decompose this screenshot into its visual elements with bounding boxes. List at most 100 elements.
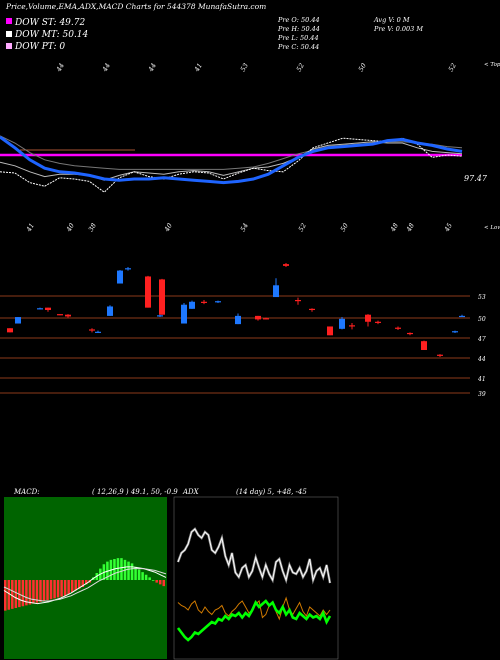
macd-line: [3, 566, 167, 605]
candle-body: [89, 329, 95, 331]
bottom-tick-label: 52: [297, 222, 308, 233]
bottom-tick-label: 38: [87, 222, 98, 233]
candle-body: [145, 276, 151, 308]
candle-body: [407, 332, 413, 335]
candle-body: [459, 315, 465, 318]
macd-histogram-bar: [130, 563, 134, 580]
candle-body: [235, 315, 241, 325]
candle-body: [273, 285, 279, 298]
level-tick-label: 50: [478, 316, 486, 323]
macd-histogram-bar: [77, 580, 81, 589]
ema-short-line: [0, 137, 463, 193]
candle-body: [117, 270, 123, 284]
dow-st-swatch: [6, 18, 12, 24]
macd-histogram-bar: [53, 580, 56, 599]
price-ema-panel: 44 44 44 41 53 52 50 52 41 40 38 40 54 52 50 48 48 45 < To…: [0, 62, 500, 234]
candle-body: [37, 308, 43, 310]
candle-body: [375, 321, 381, 323]
level-tick-label: 39: [478, 391, 486, 398]
macd-histogram-bar: [81, 580, 84, 587]
level-tick-label: 41: [477, 376, 486, 383]
pre-close: Pre C: 50.44: [277, 43, 319, 51]
top-tick-label: 41: [192, 62, 204, 74]
macd-histogram-bar: [70, 580, 74, 593]
candle-body: [181, 304, 187, 324]
candle-body: [283, 264, 289, 266]
adx-title: ADX: [182, 488, 200, 496]
candle-body: [263, 318, 269, 320]
avg-volume: Avg V: 0 M: [373, 16, 410, 24]
top-tick-label: 44: [100, 62, 112, 74]
macd-histogram-bar: [134, 566, 137, 580]
bottom-tick-label: 50: [339, 222, 350, 233]
macd-histogram-bar: [144, 574, 148, 580]
macd-histogram-bar: [56, 580, 60, 598]
candle-body: [295, 300, 301, 302]
top-tick-label: 53: [239, 62, 250, 73]
macd-title: MACD:: [13, 488, 40, 496]
last-price-label: 97.47: [464, 174, 488, 183]
level-tick-label: 53: [478, 294, 486, 301]
macd-histogram-bar: [7, 580, 11, 610]
macd-histogram-bar: [63, 580, 67, 596]
candle-body: [421, 341, 427, 350]
candle-body: [57, 314, 63, 316]
macd-histogram-bar: [162, 580, 165, 587]
candle-body: [255, 315, 261, 320]
macd-histogram-bar: [39, 580, 42, 602]
dow-pt-label: DOW PT: 0: [14, 42, 65, 52]
candle-body: [189, 301, 195, 309]
candle-body: [349, 325, 355, 327]
macd-histogram-bar: [67, 580, 70, 594]
macd-histogram-bar: [28, 580, 32, 605]
macd-histogram-bar: [60, 580, 63, 597]
macd-histogram-bar: [151, 580, 155, 581]
bottom-tick-label: 40: [162, 222, 174, 234]
bottom-tick-label: 48: [388, 222, 400, 234]
candle-body: [159, 279, 165, 315]
macd-histogram-bar: [155, 580, 158, 583]
pre-high: Pre H: 50.44: [277, 25, 320, 33]
macd-histogram-bar: [120, 558, 123, 580]
right-lows-label: < Lows: [484, 225, 500, 231]
macd-signal-line: [3, 568, 167, 602]
candle-body: [339, 318, 345, 329]
macd-histogram-bar: [25, 580, 28, 606]
bottom-tick-label: 48: [404, 222, 416, 234]
candle-body: [125, 268, 131, 270]
macd-histogram-bar: [85, 580, 88, 585]
candle-body: [365, 314, 371, 322]
adx-panel: [176, 527, 332, 642]
di-plus-line: [176, 599, 332, 642]
top-tick-label: 44: [146, 62, 158, 74]
dow-mt-label: DOW MT: 50.14: [14, 30, 89, 40]
candle-body: [215, 301, 221, 303]
adx-line: [177, 528, 331, 584]
bottom-tick-label: 54: [239, 222, 250, 233]
candle-body: [395, 327, 401, 329]
candle-body: [327, 326, 333, 336]
macd-histogram-bar: [137, 569, 141, 580]
pre-low: Pre L: 50.44: [277, 34, 319, 42]
top-tick-label: 50: [357, 62, 368, 73]
candle-body: [107, 306, 113, 316]
macd-histogram-bar: [14, 580, 18, 608]
candle-body: [7, 328, 13, 333]
bottom-tick-label: 41: [24, 222, 36, 234]
pre-open: Pre O: 50.44: [277, 16, 320, 24]
bottom-tick-label: 45: [442, 222, 454, 234]
macd-histogram-bar: [127, 561, 130, 580]
macd-histogram-bar: [18, 580, 21, 608]
candle-body: [15, 317, 21, 324]
candle-body: [437, 354, 443, 356]
top-tick-label: 44: [54, 62, 66, 74]
macd-panel: [3, 558, 167, 611]
level-tick-label: 47: [477, 336, 486, 343]
macd-histogram-bar: [21, 580, 25, 607]
candle-body: [95, 331, 101, 333]
dow-pt-swatch: [6, 43, 12, 49]
top-tick-label: 52: [295, 62, 306, 73]
macd-histogram-bar: [42, 580, 46, 601]
pre-volume: Pre V: 0.003 M: [373, 25, 423, 33]
